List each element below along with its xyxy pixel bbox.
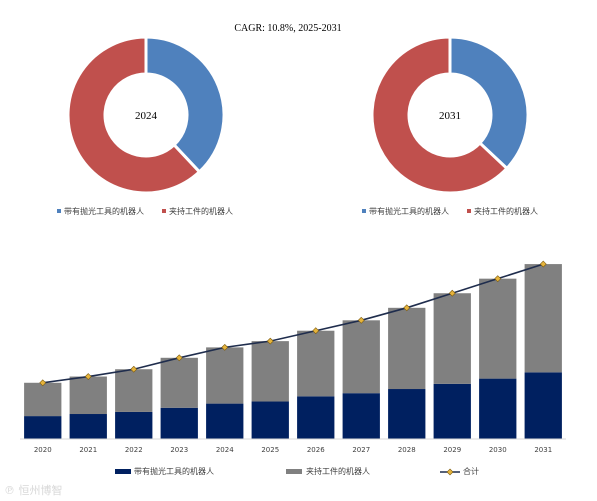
bar-segment-2031-series-1 (524, 372, 562, 439)
legend-label: 带有抛光工具的机器人 (369, 206, 449, 216)
bar-chart-legend: 带有抛光工具的机器人 夹持工件的机器人 合计 (115, 466, 479, 476)
donut-slice-2024-2 (66, 35, 202, 195)
x-tick-label: 2030 (489, 446, 507, 454)
bar-segment-2024-series-2 (206, 347, 244, 404)
donut-legend-2031: 带有抛光工具的机器人 夹持工件的机器人 (362, 206, 538, 216)
donut-chart-2024: 2024 (66, 35, 226, 195)
x-tick-label: 2021 (79, 446, 97, 454)
total-marker-2028 (403, 304, 411, 312)
legend-label-series-2: 夹持工件的机器人 (306, 466, 370, 476)
donut-chart-2031: 2031 (370, 35, 530, 195)
x-tick-label: 2028 (398, 446, 416, 454)
x-tick-label: 2029 (443, 446, 461, 454)
x-tick-label: 2027 (352, 446, 370, 454)
watermark-text: ℗ 恒州博智 (4, 483, 63, 497)
bar-segment-2031-series-2 (524, 264, 562, 373)
bar-segment-2028-series-2 (388, 307, 426, 390)
bar-segment-2025-series-2 (251, 341, 289, 402)
donut-legend-2024: 带有抛光工具的机器人 夹持工件的机器人 (57, 206, 233, 216)
legend-label: 夹持工件的机器人 (169, 206, 233, 216)
x-tick-label: 2031 (534, 446, 552, 454)
legend-swatch (57, 209, 61, 213)
bar-segment-2020-series-1 (24, 416, 62, 439)
total-series-line (42, 263, 544, 384)
bar-segment-2029-series-2 (433, 293, 471, 384)
donut-center-label: 2031 (439, 110, 461, 122)
x-tick-label: 2022 (125, 446, 143, 454)
legend-label: 夹持工件的机器人 (474, 206, 538, 216)
legend-swatch-series-1 (115, 469, 131, 474)
x-tick-label: 2020 (34, 446, 52, 454)
bar-segment-2021-series-2 (69, 376, 107, 415)
total-marker-2029 (448, 289, 456, 297)
legend-label-total: 合计 (463, 466, 479, 476)
bar-segment-2020-series-2 (24, 382, 62, 417)
bar-segment-2021-series-1 (69, 414, 107, 439)
total-marker-2031 (539, 260, 547, 268)
donut-slice-2031-2 (370, 35, 509, 195)
total-marker-2020 (39, 379, 47, 387)
x-tick-label: 2025 (261, 446, 279, 454)
bar-segment-2023-series-2 (160, 357, 198, 408)
total-marker-2022 (130, 365, 138, 373)
stacked-bar-chart: 2020 2021 2022 2023 2024 2025 2026 2027 2028 2029… (20, 260, 566, 454)
total-marker-2021 (84, 373, 92, 380)
legend-swatch (162, 209, 166, 213)
legend-marker-total (446, 468, 454, 476)
bar-segment-2022-series-1 (115, 411, 153, 439)
bar-segment-2029-series-1 (433, 383, 471, 439)
legend-swatch (467, 209, 471, 213)
bar-segment-2027-series-2 (342, 320, 380, 394)
chart-title: CAGR: 10.8%, 2025-2031 (234, 23, 341, 34)
donut-slice-2024-1 (144, 35, 226, 174)
bar-segment-2030-series-1 (479, 378, 517, 439)
total-marker-2024 (221, 343, 229, 351)
legend-swatch (362, 209, 366, 213)
bar-segment-2028-series-1 (388, 389, 426, 439)
donut-slice-2031-1 (448, 35, 530, 171)
legend-label: 带有抛光工具的机器人 (64, 206, 144, 216)
total-marker-2023 (175, 354, 183, 362)
total-marker-2030 (494, 275, 502, 283)
legend-swatch-series-2 (286, 469, 302, 474)
bar-segment-2023-series-1 (160, 407, 198, 439)
bar-segment-2025-series-1 (251, 401, 289, 439)
bar-segment-2022-series-2 (115, 369, 153, 412)
bar-segment-2030-series-2 (479, 278, 517, 379)
bar-segment-2027-series-1 (342, 393, 380, 439)
bar-segment-2026-series-1 (297, 396, 335, 439)
legend-label-series-1: 带有抛光工具的机器人 (134, 466, 214, 476)
x-tick-label: 2026 (307, 446, 325, 454)
donut-center-label: 2024 (135, 110, 158, 122)
total-marker-2026 (312, 327, 320, 335)
x-tick-label: 2024 (216, 446, 234, 454)
total-marker-2027 (357, 316, 365, 324)
bar-segment-2026-series-2 (297, 330, 335, 397)
x-tick-label: 2023 (170, 446, 188, 454)
bar-segment-2024-series-1 (206, 403, 244, 439)
total-marker-2025 (266, 337, 274, 345)
